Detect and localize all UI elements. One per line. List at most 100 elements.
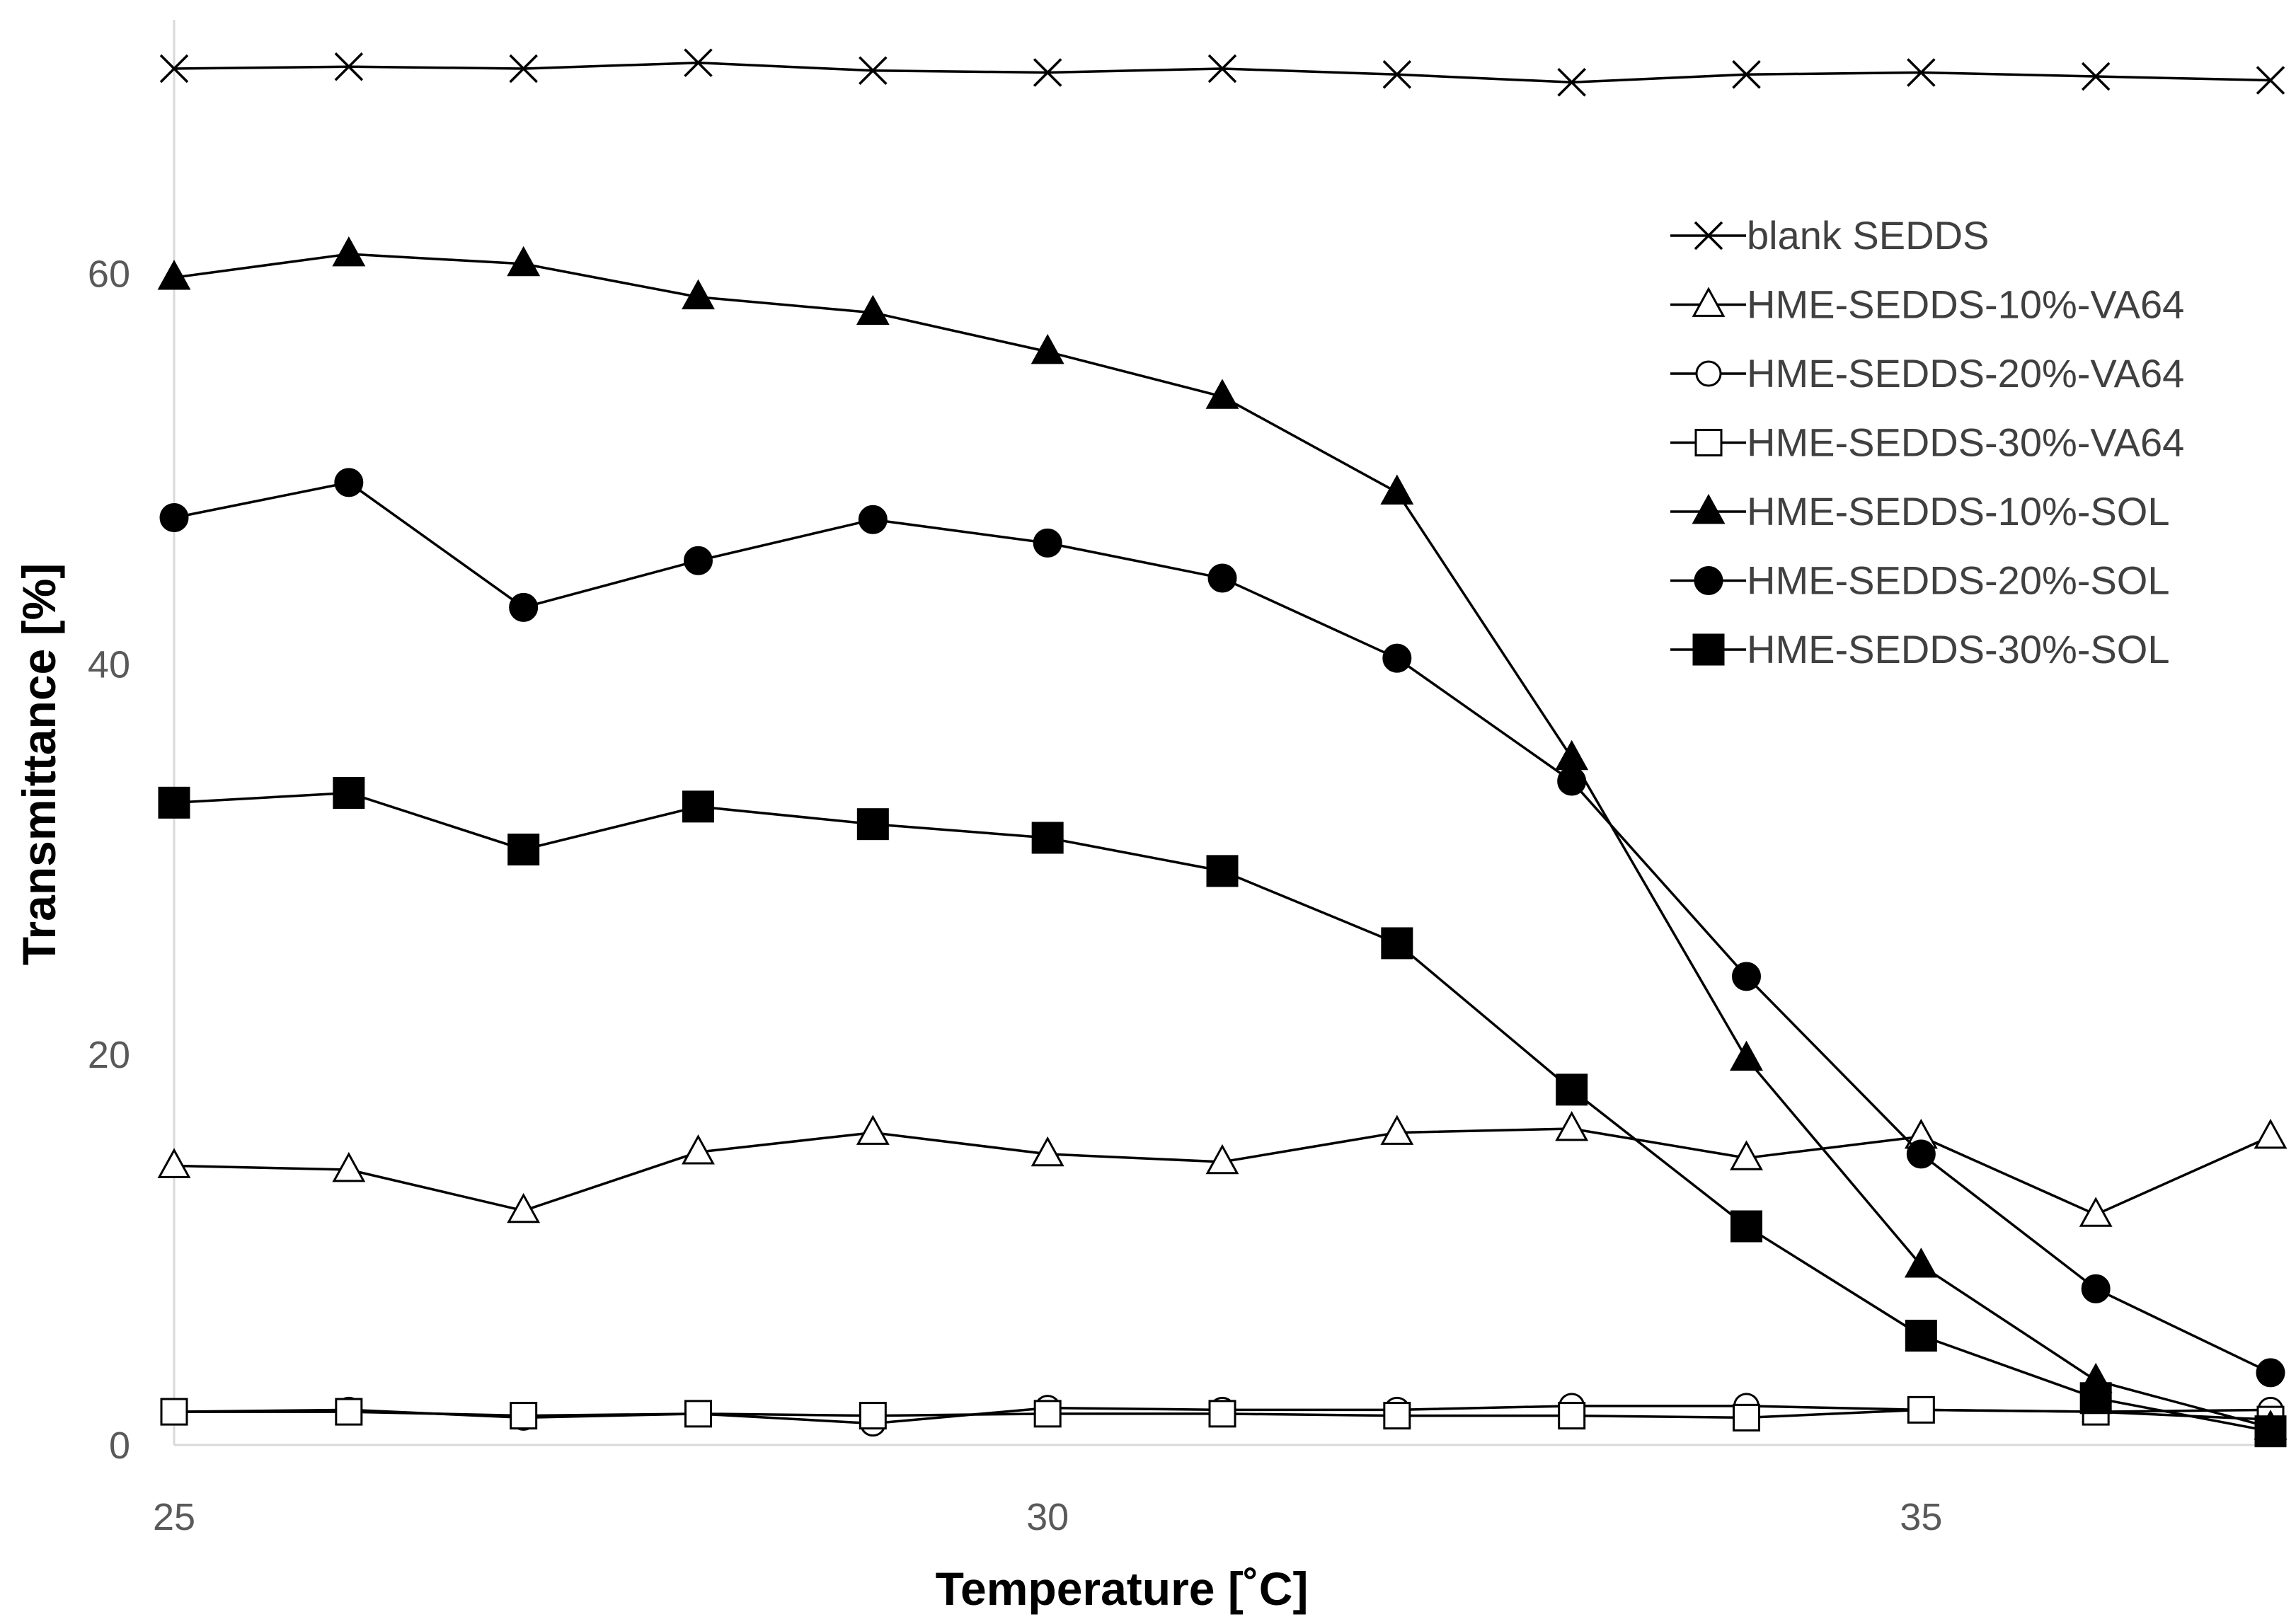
data-point (859, 56, 888, 85)
legend-marker (1692, 633, 1725, 666)
legend-item: HME-SEDDS-30%-SOL (1670, 627, 2169, 672)
data-point (2256, 1358, 2285, 1388)
y-tick-label: 0 (109, 1424, 130, 1467)
legend-marker (1694, 221, 1723, 250)
legend-item: HME-SEDDS-20%-SOL (1670, 558, 2169, 603)
data-point (682, 790, 714, 823)
data-point (2256, 66, 2285, 95)
data-point (1733, 1403, 1760, 1432)
data-point (1031, 1136, 1064, 1167)
data-point (159, 503, 189, 533)
data-point (160, 1398, 188, 1426)
data-point (1555, 739, 1589, 771)
data-point (157, 1148, 191, 1178)
data-point (1383, 1402, 1411, 1430)
x-tick-label: 25 (153, 1496, 195, 1538)
data-point (856, 294, 890, 326)
data-point (684, 1400, 712, 1428)
x-axis-title: Temperature [˚C] (936, 1562, 1309, 1615)
data-point (1730, 1040, 1763, 1071)
legend-item: HME-SEDDS-10%-SOL (1670, 489, 2169, 534)
data-point (1907, 1395, 1935, 1424)
data-point (1382, 643, 1412, 673)
y-tick-label: 60 (88, 253, 130, 296)
data-point (1031, 333, 1064, 364)
data-point (510, 1402, 538, 1430)
data-point (859, 1402, 887, 1430)
data-point (2254, 1118, 2288, 1149)
series-hme-sedds-20-sol (159, 468, 2285, 1388)
data-point (1555, 1110, 1589, 1141)
data-point (1906, 1139, 1936, 1169)
data-point (1380, 1115, 1414, 1145)
legend-label: HME-SEDDS-10%-VA64 (1747, 282, 2184, 327)
legend: blank SEDDS HME-SEDDS-10%-VA64 HME-SEDDS-2… (1670, 213, 2184, 672)
data-point (1033, 58, 1062, 87)
legend-marker (1695, 360, 1722, 387)
data-point (1205, 379, 1239, 409)
series-blank-sedds (159, 48, 2285, 97)
data-point (1207, 563, 1237, 593)
legend-marker (1694, 566, 1723, 595)
data-point (2081, 62, 2111, 91)
y-tick-label: 40 (88, 643, 130, 686)
data-point (509, 54, 538, 83)
x-tick-label: 35 (1900, 1496, 1942, 1538)
y-axis-title: Transmittance [%] (13, 563, 65, 965)
data-point (684, 48, 713, 77)
series-hme-sedds-30-sol (158, 777, 2287, 1448)
series-line (173, 61, 2271, 84)
axes (173, 20, 2271, 1446)
data-point (1557, 766, 1587, 796)
data-point (684, 546, 713, 575)
data-point (682, 279, 715, 310)
legend-label: blank SEDDS (1747, 213, 1989, 258)
data-point (1904, 1248, 1938, 1278)
series-line (173, 481, 2271, 1374)
data-point (1382, 60, 1412, 89)
tick-labels: 0 20 40 60 25 30 35 (88, 253, 1942, 1538)
data-point (2079, 1197, 2113, 1227)
data-point (856, 808, 889, 841)
data-point (1730, 1140, 1763, 1170)
data-point (1907, 58, 1936, 87)
legend-label: HME-SEDDS-10%-SOL (1747, 489, 2169, 534)
data-point (1208, 1400, 1236, 1428)
data-point (1031, 822, 1064, 854)
series-group (157, 48, 2288, 1448)
data-point (334, 468, 364, 497)
data-point (334, 52, 364, 81)
data-point (2079, 1382, 2112, 1415)
series-hme-sedds-30-va64 (160, 1395, 2285, 1434)
data-point (1557, 68, 1586, 97)
data-point (1205, 1144, 1239, 1175)
data-point (1206, 855, 1239, 887)
data-point (507, 246, 541, 277)
data-point (1730, 1210, 1762, 1243)
data-point (682, 1134, 715, 1165)
legend-label: HME-SEDDS-20%-SOL (1747, 558, 2169, 603)
data-point (1732, 962, 1761, 991)
data-point (158, 786, 190, 819)
legend-marker (1694, 429, 1723, 456)
data-point (1558, 1402, 1586, 1430)
series-hme-sedds-10-va64 (157, 1110, 2288, 1227)
data-point (1905, 1320, 1937, 1352)
legend-item: HME-SEDDS-30%-VA64 (1670, 420, 2184, 465)
data-point (1380, 474, 1414, 505)
legend-item: HME-SEDDS-20%-VA64 (1670, 351, 2184, 396)
data-point (507, 1192, 541, 1223)
legend-marker (1692, 287, 1726, 317)
legend-label: HME-SEDDS-30%-VA64 (1747, 420, 2184, 465)
data-point (157, 260, 191, 290)
x-tick-label: 30 (1026, 1496, 1069, 1538)
legend-marker (1692, 493, 1726, 524)
data-point (858, 505, 888, 534)
y-tick-label: 20 (88, 1034, 130, 1076)
data-point (507, 834, 540, 866)
data-point (1033, 1400, 1062, 1428)
data-point (509, 592, 539, 622)
data-point (335, 1398, 363, 1426)
data-point (2081, 1274, 2111, 1303)
